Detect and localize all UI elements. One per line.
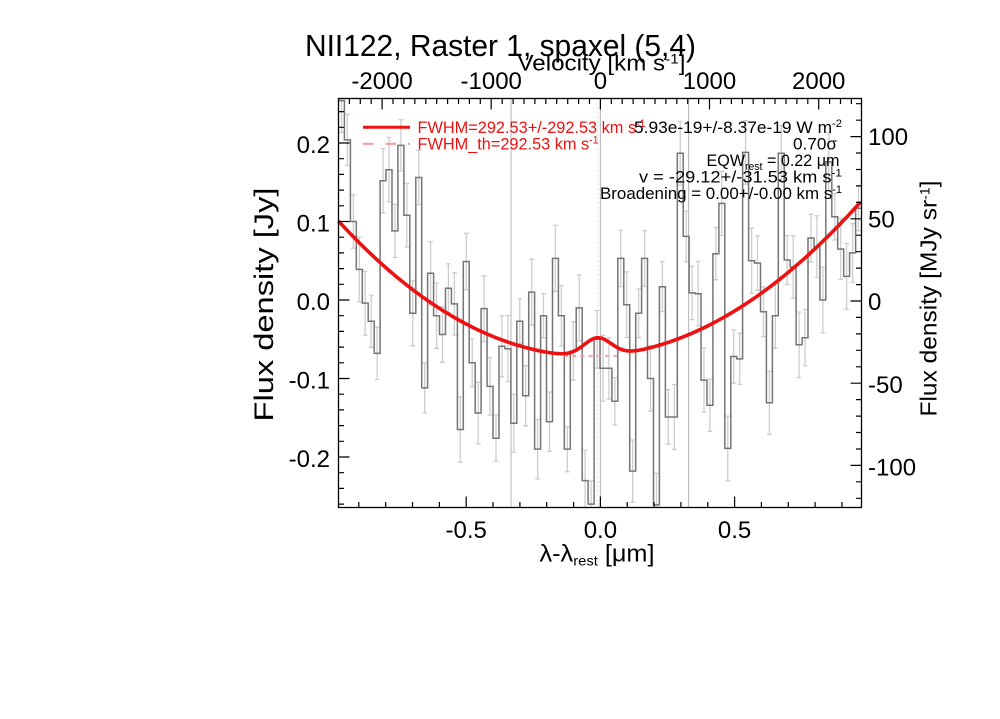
svg-text:-0.1: -0.1: [289, 367, 330, 394]
svg-text:FWHM=292.53+/-292.53 km s-1: FWHM=292.53+/-292.53 km s-1: [418, 118, 646, 137]
svg-text:5.93e-19+/-8.37e-19 W m-2: 5.93e-19+/-8.37e-19 W m -2: [634, 118, 842, 137]
svg-text:0.0: 0.0: [584, 517, 617, 544]
svg-text:0.70σ: 0.70σ: [793, 135, 837, 154]
svg-text:FWHM_th=292.53 km s-1: FWHM_th=292.53 km s-1: [418, 135, 599, 154]
svg-text:0.5: 0.5: [718, 517, 751, 544]
svg-text:-0.5: -0.5: [446, 517, 487, 544]
svg-text:0: 0: [868, 289, 881, 316]
svg-text:0.1: 0.1: [297, 210, 330, 237]
svg-text:-100: -100: [868, 454, 916, 481]
svg-text:-0.2: -0.2: [289, 446, 330, 473]
svg-text:-50: -50: [868, 372, 903, 399]
svg-text:Velocity [km s-1]: Velocity [km s -1]: [518, 51, 686, 76]
svg-text:Flux density [Jy]: Flux density [Jy]: [249, 188, 279, 422]
svg-text:-1000: -1000: [461, 68, 522, 95]
svg-text:50: 50: [868, 207, 895, 234]
svg-text:Flux density [MJy sr-1]: Flux density [MJy sr-1]: [916, 181, 942, 417]
svg-text:100: 100: [868, 124, 908, 151]
svg-text:0.0: 0.0: [297, 289, 330, 316]
svg-text:-2000: -2000: [351, 68, 412, 95]
svg-text:0: 0: [594, 68, 607, 95]
svg-text:1000: 1000: [683, 68, 736, 95]
svg-text:NII122, Raster 1, spaxel (5,4): NII122, Raster 1, spaxel (5,4): [305, 28, 696, 63]
svg-text:v = -29.12+/-31.53 km s-1: v = -29.12+/-31.53 km s -1: [639, 168, 842, 187]
svg-text:EQWrest = 0.22 μm: EQWrest = 0.22 μm: [707, 151, 840, 173]
svg-text:Broadening = 0.00+/-0.00 km s-: Broadening = 0.00+/-0.00 km s-1: [600, 184, 842, 203]
svg-text:2000: 2000: [792, 68, 845, 95]
svg-text:0.2: 0.2: [297, 132, 330, 159]
